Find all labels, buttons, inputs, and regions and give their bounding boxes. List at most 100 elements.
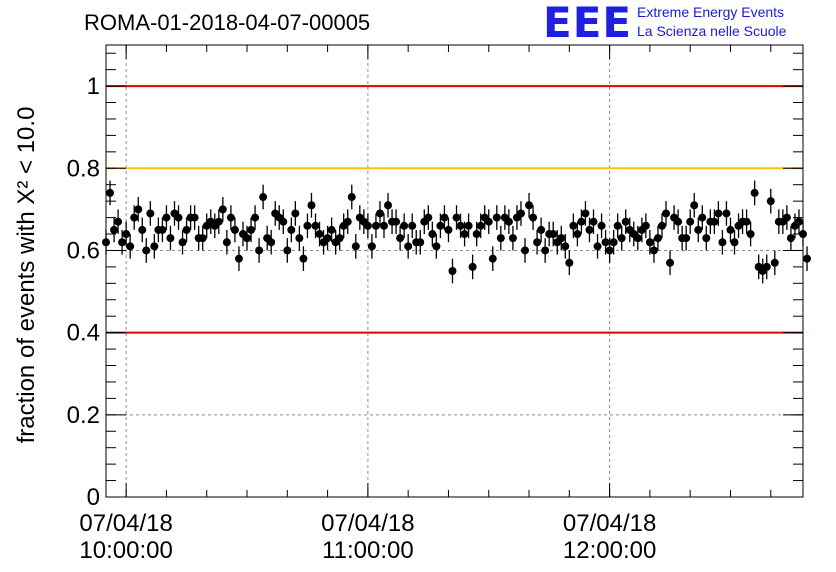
data-point xyxy=(444,225,453,234)
data-point xyxy=(750,188,759,197)
axis-ticks xyxy=(106,45,803,498)
data-point xyxy=(251,213,260,222)
data-point xyxy=(573,230,582,239)
reference-lines xyxy=(106,85,803,334)
data-point xyxy=(343,217,352,226)
data-point xyxy=(484,217,493,226)
data-point xyxy=(609,238,618,247)
data-point xyxy=(158,225,167,234)
data-point xyxy=(234,254,243,263)
data-point xyxy=(690,201,699,210)
data-point xyxy=(436,221,445,230)
data-point xyxy=(770,258,779,267)
data-point xyxy=(416,238,425,247)
data-point xyxy=(710,217,719,226)
data-point xyxy=(605,246,614,255)
data-point xyxy=(698,213,707,222)
data-point xyxy=(226,213,235,222)
data-point xyxy=(400,221,409,230)
data-point xyxy=(762,262,771,271)
data-point xyxy=(122,230,131,239)
data-point xyxy=(218,205,227,214)
data-point xyxy=(593,242,602,251)
data-point xyxy=(649,246,658,255)
data-point xyxy=(259,193,268,202)
data-point xyxy=(662,209,671,218)
data-point xyxy=(686,217,695,226)
data-point xyxy=(464,221,473,230)
y-tick-label: 0.8 xyxy=(67,155,100,182)
data-point xyxy=(299,254,308,263)
data-point xyxy=(375,209,384,218)
data-point xyxy=(533,238,542,247)
data-point xyxy=(408,221,417,230)
data-point xyxy=(440,213,449,222)
y-tick-label: 0.6 xyxy=(67,237,100,264)
data-point xyxy=(476,221,485,230)
data-point xyxy=(327,225,336,234)
data-point xyxy=(585,225,594,234)
data-point xyxy=(448,267,457,275)
data-point xyxy=(468,262,477,271)
data-point xyxy=(130,213,139,222)
data-point xyxy=(766,197,775,206)
data-point xyxy=(335,234,344,243)
data-point xyxy=(279,217,288,226)
data-points xyxy=(102,180,812,284)
data-point xyxy=(496,234,505,243)
data-point xyxy=(432,242,441,251)
data-point xyxy=(746,230,755,239)
data-point xyxy=(682,234,691,243)
y-tick-label: 0 xyxy=(87,484,100,511)
data-point xyxy=(561,242,570,251)
data-point xyxy=(492,213,501,222)
data-point xyxy=(222,238,231,247)
plot-frame xyxy=(105,44,804,498)
data-point xyxy=(601,238,610,247)
data-point xyxy=(307,201,316,210)
data-point xyxy=(525,201,534,210)
data-point xyxy=(742,217,751,226)
data-point xyxy=(541,246,550,255)
data-point xyxy=(146,209,155,218)
data-point xyxy=(488,254,497,263)
data-point xyxy=(311,221,320,230)
data-point xyxy=(106,188,115,197)
data-point xyxy=(702,234,711,243)
data-point xyxy=(730,238,739,247)
data-point xyxy=(110,225,119,234)
data-point xyxy=(404,242,413,251)
data-point xyxy=(633,234,642,243)
data-point xyxy=(255,246,264,255)
data-point xyxy=(150,242,159,251)
data-point xyxy=(521,246,530,255)
data-point xyxy=(577,217,586,226)
x-tick-label-date: 07/04/18 xyxy=(321,510,414,537)
logo-caption-line2: La Scienza nelle Scuole xyxy=(637,23,787,39)
x-tick-label-time: 11:00:00 xyxy=(322,537,414,564)
data-point xyxy=(392,217,401,226)
data-point xyxy=(597,221,606,230)
y-axis-label: fraction of events with X² < 10.0 xyxy=(13,107,40,444)
data-point xyxy=(657,221,666,230)
tick-labels: 00.20.40.60.8107/04/1810:00:0007/04/1811… xyxy=(67,73,657,564)
data-point xyxy=(323,234,332,243)
data-point xyxy=(142,246,151,255)
data-point xyxy=(190,213,199,222)
data-point xyxy=(589,217,598,226)
data-point xyxy=(694,225,703,234)
data-point xyxy=(714,209,723,218)
data-point xyxy=(396,234,405,243)
data-point xyxy=(118,238,127,247)
x-tick-label-date: 07/04/18 xyxy=(79,510,172,537)
data-point xyxy=(166,234,175,243)
data-point xyxy=(641,221,650,230)
data-point xyxy=(178,238,187,247)
data-point xyxy=(247,225,256,234)
data-point xyxy=(230,225,239,234)
data-point xyxy=(424,213,433,222)
data-point xyxy=(508,234,517,243)
data-point xyxy=(581,209,590,218)
chart-title: ROMA-01-2018-04-07-00005 xyxy=(84,10,371,35)
data-point xyxy=(347,193,356,202)
